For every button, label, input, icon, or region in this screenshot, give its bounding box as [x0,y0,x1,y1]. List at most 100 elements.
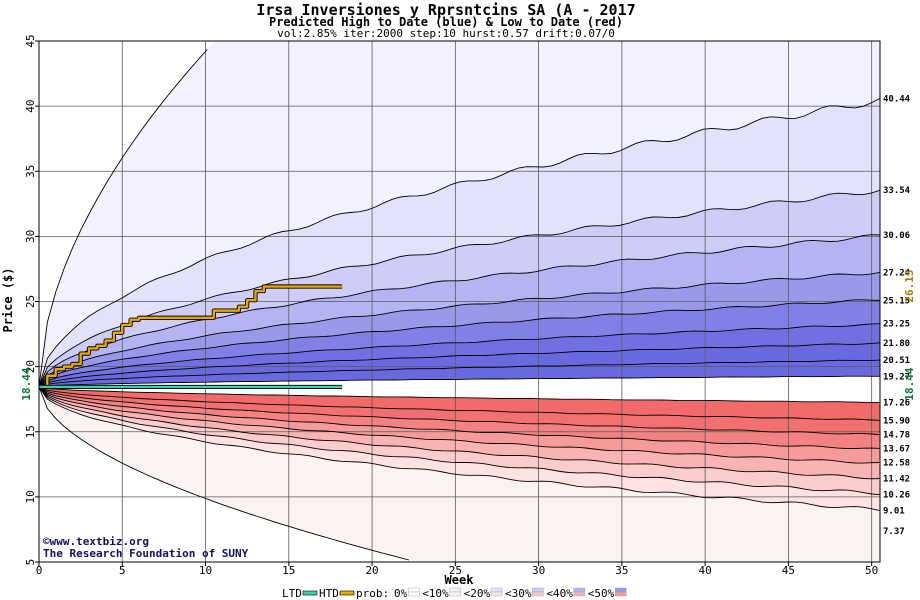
y-tick-label: 40 [24,100,37,113]
legend-prob-item: <50% [588,587,615,600]
price-paths [39,284,343,390]
y-tick-label: 25 [24,295,37,308]
legend-swatch-blue [449,587,461,593]
credit-url: www.textbiz.org [50,535,149,548]
quantile-curve [38,299,881,388]
legend-prob-item: <10% [422,587,449,600]
quantile-curve [38,375,880,388]
quantile-curve [38,386,881,512]
x-tick-label: 25 [449,564,462,577]
x-axis-ticks: 0 5 10 15 20 25 30 35 40 45 50 [36,562,878,577]
quantile-end-label: 15.90 [883,416,910,426]
credit-line-2: The Research Foundation of SUNY [43,547,249,560]
quantile-curve [38,97,881,388]
probability-band [39,342,880,387]
legend-swatch-red [408,591,420,597]
current-low-label: 18.44 [903,367,916,400]
legend-prob-item: <40% [546,587,573,600]
x-tick-label: 50 [865,564,878,577]
legend-swatch-blue [573,587,585,593]
quantile-curve [38,386,881,449]
series-line-htd [39,285,343,389]
quantile-curve [38,386,881,436]
legend-swatch-blue [490,587,503,593]
probability-band [39,299,880,387]
y-tick-label: 20 [24,360,37,373]
quantile-end-label: 25.15 [883,296,910,306]
quantile-end-label: 33.54 [883,186,911,196]
quantile-end-label: 7.37 [883,527,905,537]
chart-title: Irsa Inversiones y Rprsntcins SA (A - 20… [256,1,635,19]
copyright-icon: © [43,535,50,548]
quantile-end-label: 23.25 [883,320,910,330]
quantile-end-label: 12.58 [883,458,910,468]
quantile-end-label: 27.24 [883,268,911,278]
legend-prob-item: <30% [505,587,532,600]
current-high-label: 26.15 [903,269,916,302]
x-tick-label: 20 [365,564,378,577]
quantile-end-label: 13.67 [883,444,910,454]
quantile-curve [38,189,881,388]
quantile-end-label: 9.01 [883,507,905,517]
probability-band [39,386,880,495]
legend-ltd-swatch [302,590,318,596]
quantile-curve [38,49,208,387]
probability-band [39,386,880,511]
quantile-curve [38,342,881,388]
chart-params: vol:2.85% iter:2000 step:10 hurst:0.57 d… [277,27,615,40]
probability-band [39,386,880,449]
quantile-curve [38,323,881,388]
quantile-curve [38,359,881,388]
y-tick-label: 5 [24,559,37,566]
probability-band [39,190,880,387]
x-tick-label: 30 [532,564,545,577]
legend-swatch-red [615,591,627,597]
x-tick-label: 15 [282,564,295,577]
legend-swatch-red [490,591,503,597]
x-tick-label: 0 [36,564,43,577]
probability-band [39,386,880,562]
legend-htd-label: HTD [319,587,339,600]
y-tick-label: 15 [24,425,37,438]
legend-swatch-blue [408,587,420,593]
y-tick-label: 45 [24,34,37,47]
credit-line-1: ©www.textbiz.org [43,535,149,548]
probability-band [39,41,880,387]
probability-band [39,386,880,479]
y-tick-label: 35 [24,165,37,178]
probability-band [39,386,880,464]
quantile-end-label: 40.44 [883,94,911,104]
quantile-curve [38,386,880,403]
quantile-curve [38,386,881,421]
y-axis-label: Price ($) [1,267,15,332]
quantile-end-label: 21.80 [883,339,910,349]
legend-htd-swatch [339,590,355,596]
quantile-curve [38,386,881,480]
legend-swatch-red [532,591,544,597]
x-tick-label: 40 [699,564,712,577]
legend: LTD HTD prob: 0% <10% <20% <30% <40% <50% [282,587,627,600]
quantile-end-label: 17.26 [883,398,910,408]
legend-prob-item: 0% [394,587,408,600]
legend-swatch-blue [532,587,544,593]
legend-prob-item: <20% [464,587,491,600]
grid-lines [39,40,880,563]
probability-band [39,272,880,387]
start-price-label: 18.44 [20,367,33,400]
legend-prob-label: prob: [356,587,389,600]
quantile-curve [38,271,881,388]
y-tick-label: 30 [24,230,37,243]
chart-subtitle: Predicted High to Date (blue) & Low to D… [269,15,623,29]
x-axis-label: Week [445,573,475,587]
x-tick-label: 35 [615,564,628,577]
legend-ltd-label: LTD [282,587,302,600]
x-tick-label: 45 [782,564,795,577]
quantile-end-label: 19.27 [883,372,910,382]
x-tick-label: 10 [199,564,212,577]
quantile-curve [38,386,881,464]
quantile-end-label: 20.51 [883,356,910,366]
x-tick-label: 5 [119,564,126,577]
probability-band [39,98,880,387]
probability-band [39,386,880,421]
